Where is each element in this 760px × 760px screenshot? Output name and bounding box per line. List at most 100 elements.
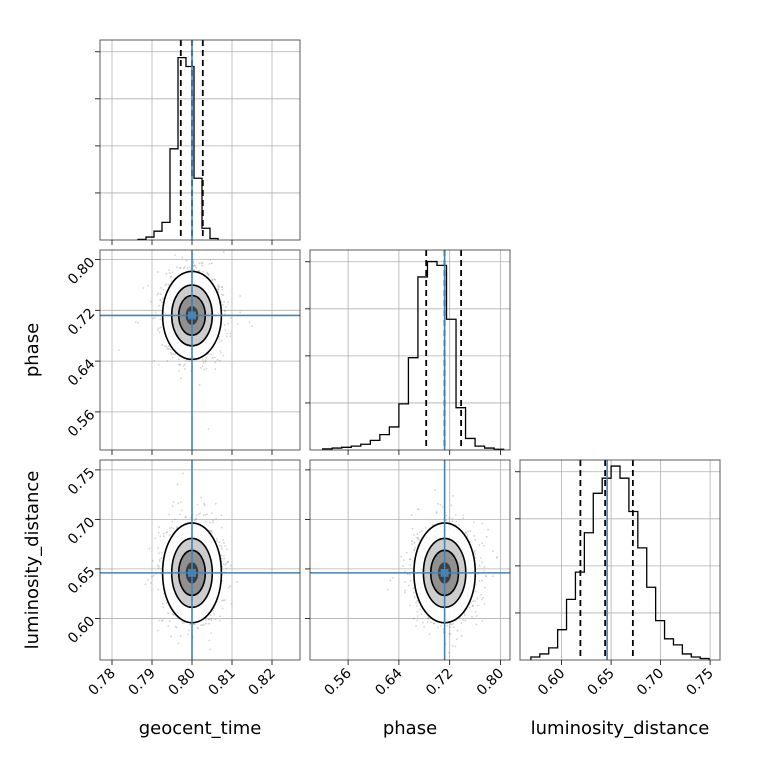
sample-point: [219, 544, 221, 547]
sample-point: [157, 329, 160, 332]
sample-point: [159, 293, 162, 296]
sample-point: [478, 544, 481, 546]
sample-point: [230, 316, 233, 319]
sample-point: [416, 599, 419, 602]
tick-label-x-phase: 0.72: [423, 666, 456, 699]
sample-point: [480, 598, 483, 601]
sample-point: [496, 556, 498, 559]
sample-point: [427, 617, 430, 619]
sample-point: [411, 527, 414, 530]
sample-point: [218, 619, 221, 622]
sample-point: [209, 632, 212, 635]
sample-point: [418, 508, 420, 511]
x-axis-label-phase: phase: [383, 718, 437, 739]
sample-point: [217, 285, 219, 288]
sample-point: [168, 513, 171, 516]
sample-point: [222, 354, 225, 357]
sample-point: [198, 262, 201, 265]
sample-point: [156, 564, 159, 567]
sample-point: [467, 530, 470, 533]
sample-point: [161, 344, 164, 346]
sample-point: [221, 286, 224, 289]
sample-point: [188, 266, 191, 268]
sample-point: [206, 513, 209, 516]
sample-point: [216, 288, 219, 291]
panel-frame-geocent_time-hist: [99, 39, 301, 241]
sample-point: [222, 251, 225, 254]
sample-point: [400, 555, 403, 558]
sample-point: [153, 359, 156, 362]
sample-point: [221, 607, 224, 610]
sample-point: [179, 635, 182, 637]
sample-point: [456, 638, 458, 641]
sample-point: [230, 602, 233, 605]
sample-point: [483, 544, 486, 547]
sample-point: [473, 534, 476, 537]
sample-point: [197, 269, 200, 272]
sample-point: [429, 621, 432, 623]
sample-point: [404, 570, 406, 573]
sample-point: [220, 514, 223, 517]
sample-point: [220, 547, 223, 550]
sample-point: [162, 532, 165, 535]
tick-label-y-phase: 0.80: [65, 255, 98, 288]
sample-point: [408, 573, 411, 576]
sample-point: [161, 602, 164, 605]
sample-point: [408, 604, 411, 607]
sample-point: [451, 517, 454, 520]
sample-point: [211, 531, 214, 534]
tick-label-x-geocent_time: 0.78: [85, 666, 118, 699]
sample-point: [213, 356, 216, 359]
sample-point: [160, 551, 163, 554]
sample-point: [178, 266, 181, 269]
sample-point: [157, 565, 160, 568]
sample-point: [160, 326, 162, 329]
sample-point: [441, 505, 444, 508]
sample-point: [209, 521, 212, 524]
sample-point: [193, 264, 196, 267]
sample-point: [472, 600, 474, 603]
sample-point: [185, 359, 188, 362]
sample-point: [478, 564, 481, 567]
sample-point: [439, 625, 442, 627]
sample-point: [471, 605, 474, 608]
sample-point: [471, 616, 473, 618]
sample-point: [162, 288, 165, 291]
sample-point: [187, 629, 190, 632]
sample-point: [160, 557, 163, 560]
sample-point: [151, 559, 154, 562]
sample-point: [206, 272, 209, 275]
sample-point: [220, 557, 223, 560]
sample-point: [201, 624, 204, 627]
sample-point: [158, 304, 160, 307]
sample-point: [198, 384, 201, 386]
sample-point: [176, 526, 178, 528]
sample-point: [437, 502, 440, 505]
sample-point: [149, 582, 152, 584]
sample-point: [439, 503, 442, 506]
sample-point: [466, 534, 469, 536]
sample-point: [192, 623, 195, 626]
sample-point: [465, 532, 467, 534]
sample-point: [166, 531, 168, 534]
sample-point: [188, 623, 191, 626]
tick-label-y-phase: 0.64: [65, 356, 98, 389]
scatter-cloud-geocent_time_vs_phase: [117, 250, 253, 430]
sample-point: [416, 508, 419, 510]
sample-point: [389, 579, 392, 582]
sample-point: [482, 596, 484, 599]
panel-frame-geocent_time_vs_phase: [99, 249, 301, 451]
sample-point: [236, 580, 238, 583]
sample-point: [409, 558, 412, 561]
sample-point: [419, 608, 421, 611]
sample-point: [170, 526, 173, 529]
sample-point: [211, 521, 214, 524]
sample-point: [147, 284, 149, 287]
sample-point: [415, 624, 418, 627]
sample-point: [196, 503, 199, 506]
sample-point: [449, 622, 452, 625]
sample-point: [416, 619, 419, 622]
sample-point: [180, 509, 183, 512]
sample-point: [134, 321, 137, 324]
sample-point: [413, 549, 416, 552]
